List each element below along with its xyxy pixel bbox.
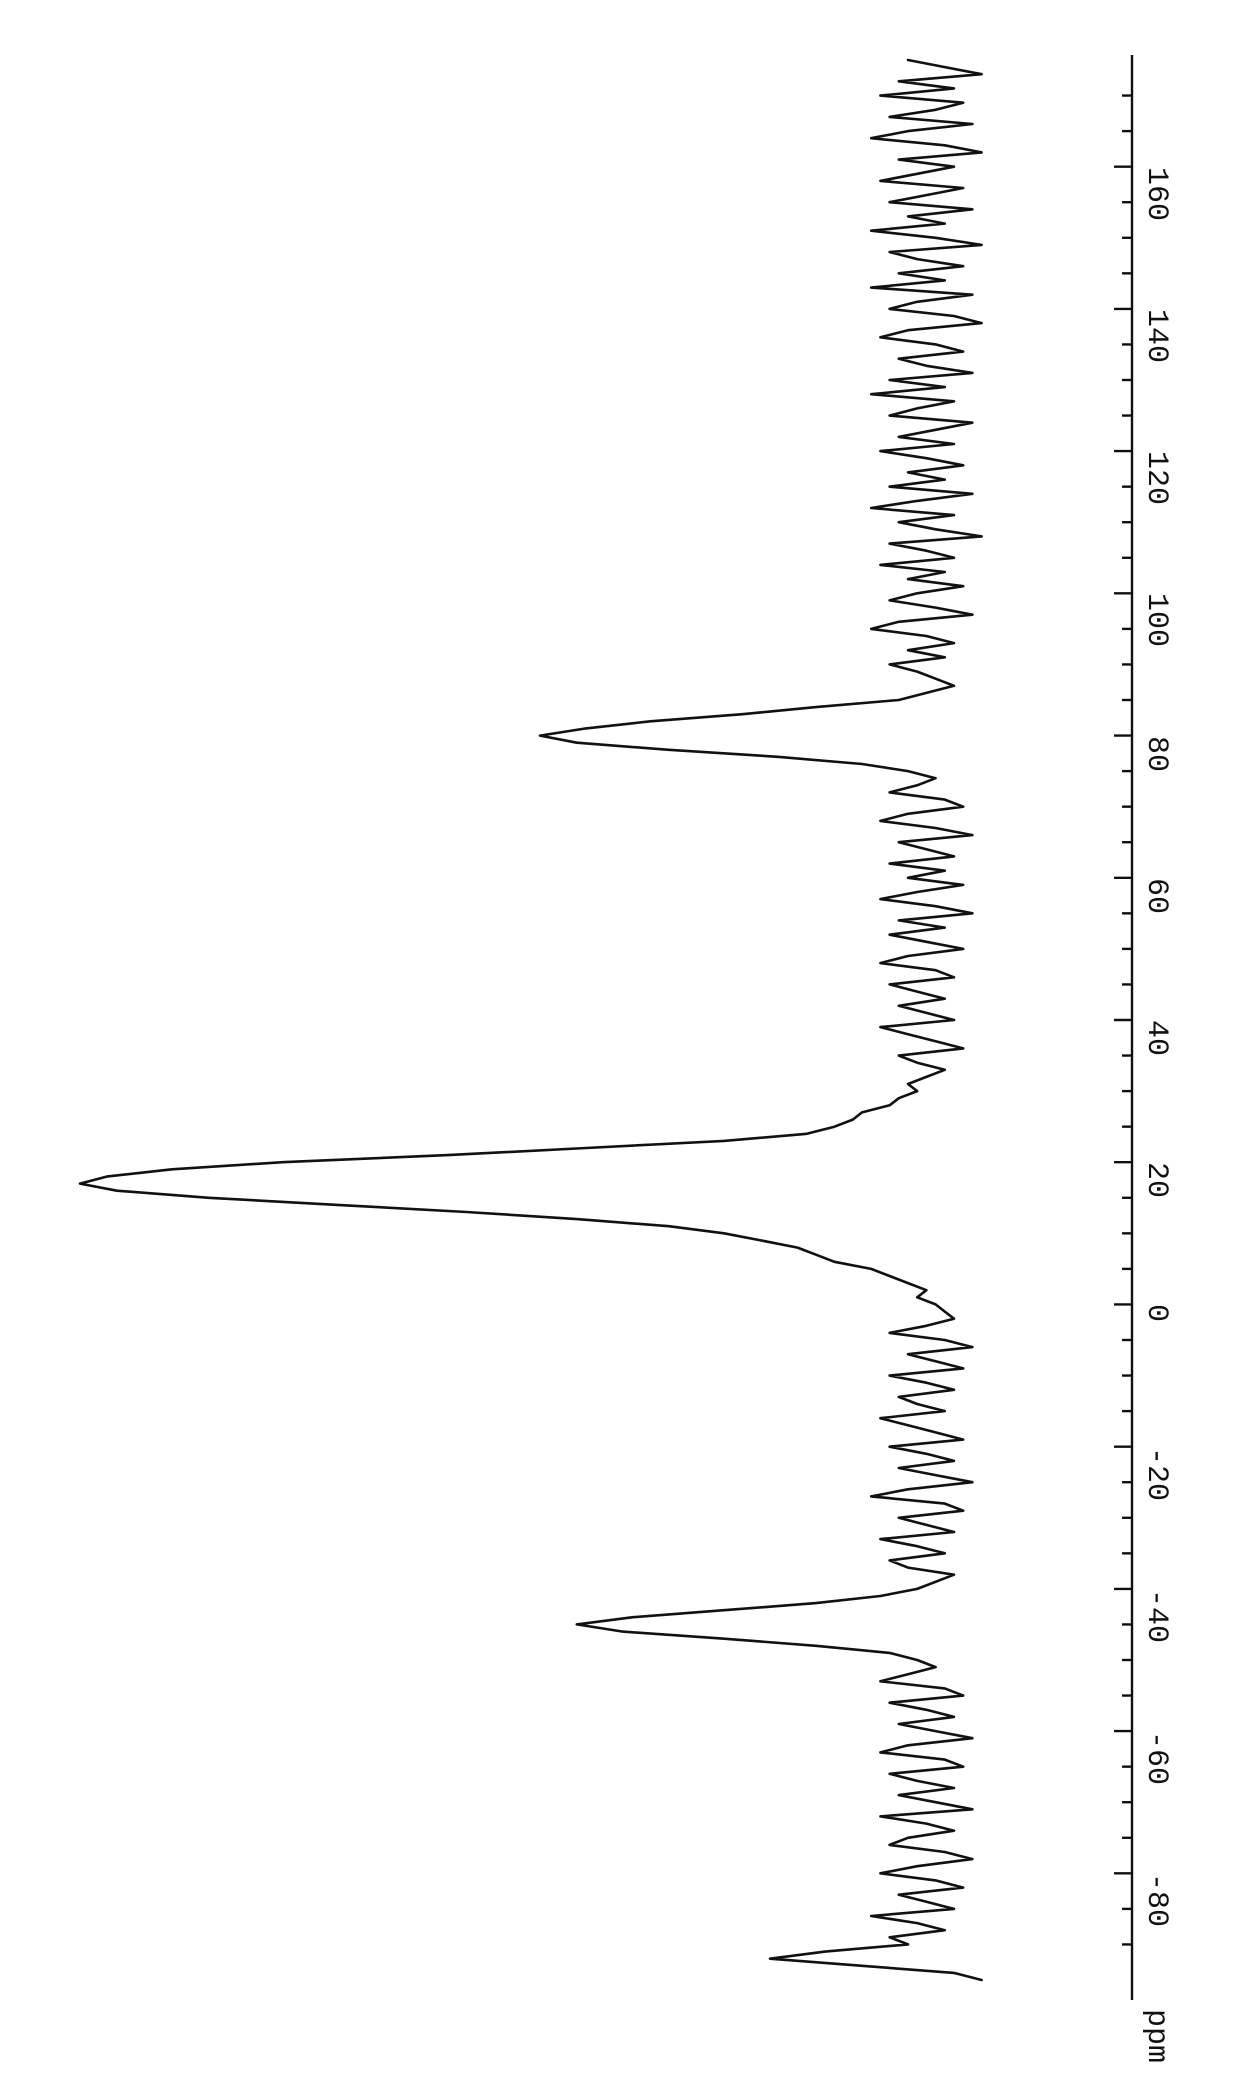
ppm-tick-label: -40 xyxy=(1139,1589,1173,1643)
ppm-tick-label: 60 xyxy=(1139,878,1173,914)
nmr-spectrum-page: { "canvas": { "width": 1240, "height": 2… xyxy=(0,0,1240,2078)
ppm-tick-label: 20 xyxy=(1139,1162,1173,1198)
nmr-plot-svg xyxy=(0,0,1240,2078)
ppm-tick-label: 140 xyxy=(1139,309,1173,363)
ppm-tick-label: 100 xyxy=(1139,593,1173,647)
ppm-tick-label: -80 xyxy=(1139,1873,1173,1927)
ppm-tick-label: 40 xyxy=(1139,1020,1173,1056)
ppm-tick-label: 0 xyxy=(1139,1304,1173,1322)
ppm-tick-label: -60 xyxy=(1139,1731,1173,1785)
ppm-tick-label: 160 xyxy=(1139,167,1173,221)
unit-label: ppm xyxy=(1139,2009,1173,2063)
ppm-tick-label: 120 xyxy=(1139,451,1173,505)
ppm-tick-label: 80 xyxy=(1139,736,1173,772)
ppm-tick-label: -20 xyxy=(1139,1447,1173,1501)
